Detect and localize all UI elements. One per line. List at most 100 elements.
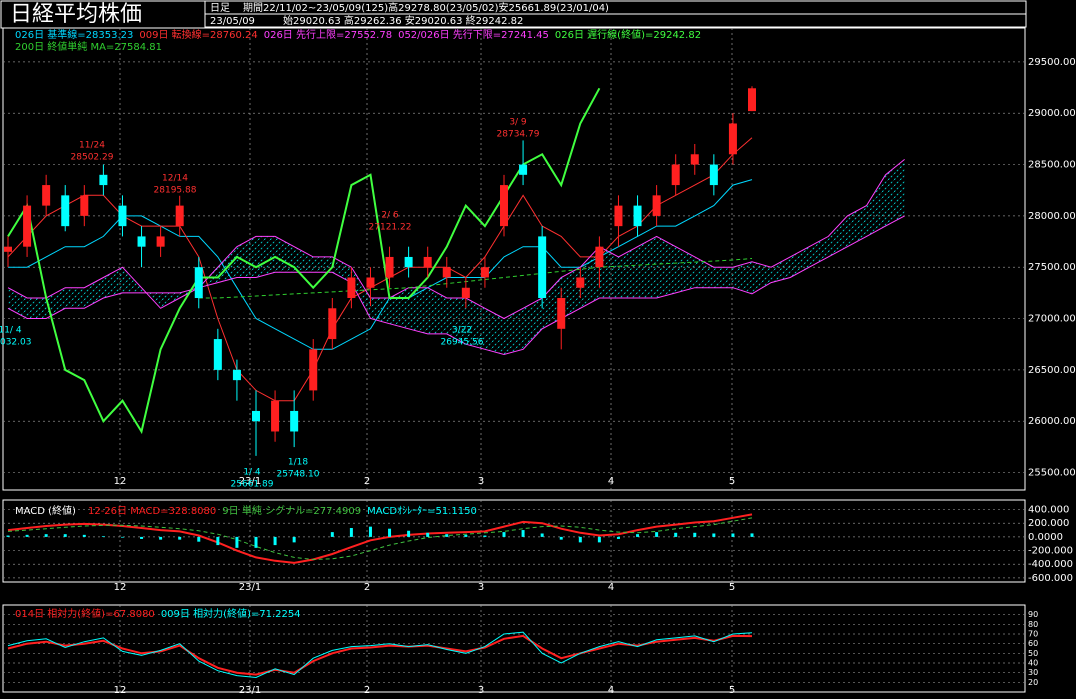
histogram-bar	[330, 532, 334, 537]
legend-entry: 12-26日 MACD=328.8080	[88, 506, 216, 517]
histogram-bar	[235, 536, 239, 548]
x-tick-label: 23/1	[239, 476, 261, 487]
candle-body	[423, 256, 432, 268]
x-tick-label: 5	[729, 685, 735, 696]
candle-body	[328, 308, 337, 340]
histogram-bar	[292, 536, 296, 543]
histogram-bar	[159, 536, 163, 540]
x-tick-label: 3	[478, 476, 484, 487]
period: 期間22/11/02~23/05/09(125)高29278.80(23/05/…	[243, 1, 609, 14]
histogram-bar	[197, 536, 201, 542]
candle-body	[576, 277, 585, 288]
candle-body	[709, 164, 718, 186]
y-tick-label: 70	[1028, 630, 1038, 639]
histogram-bar	[426, 532, 430, 537]
candle-body	[271, 400, 280, 432]
x-tick-label: 3	[478, 582, 484, 593]
legend-entry: MACDｵｼﾚｰﾀｰ=51.1150	[367, 505, 477, 517]
series-line	[7, 159, 905, 320]
series-line	[7, 137, 753, 402]
histogram-bar	[616, 536, 620, 539]
annotation-value: 28502.29	[71, 153, 114, 163]
y-tick-label: 50	[1028, 649, 1038, 658]
histogram-bar	[44, 534, 48, 537]
annotation-date: 3/ 9	[509, 118, 527, 128]
annotation-date: 3/22	[452, 326, 472, 336]
legend-entry: 026日 先行上限=27552.78	[264, 28, 392, 41]
candle-body	[480, 267, 489, 278]
x-tick-label: 12	[114, 685, 127, 696]
candle-body	[4, 246, 12, 252]
title-box	[0, 0, 206, 29]
legend-entry: 200日 終値単純 MA=27584.81	[15, 40, 162, 53]
panel-frame	[2, 27, 1026, 491]
candle-body	[347, 277, 356, 299]
candle-body	[404, 256, 413, 268]
histogram-bar	[368, 526, 372, 537]
candle-body	[61, 195, 70, 227]
period-label: 日足	[210, 2, 230, 14]
histogram-bar	[464, 534, 468, 537]
annotation-date: 11/ 4	[0, 326, 22, 336]
series-line	[198, 258, 753, 299]
y-tick-label: 80	[1028, 620, 1038, 629]
panel-frame	[2, 499, 1026, 583]
y-tick-label: -400.000	[1028, 559, 1073, 570]
annotation-value: 27121.22	[369, 223, 412, 233]
candle-body	[99, 174, 108, 186]
histogram-bar	[578, 536, 582, 543]
annotation-value: 26945.56	[441, 338, 484, 348]
histogram-bar	[521, 530, 525, 537]
histogram-bar	[540, 533, 544, 537]
histogram-bar	[178, 536, 182, 540]
y-tick-label: 60	[1028, 639, 1038, 648]
histogram-bar	[502, 532, 506, 537]
legend-entry: 9日 単純 シグナル=277.4909	[222, 504, 361, 517]
x-tick-label: 3	[478, 685, 484, 696]
annotation-value: 25748.10	[277, 470, 320, 480]
histogram-bar	[6, 535, 10, 537]
candle-body	[671, 164, 680, 186]
x-tick-label: 4	[608, 685, 614, 696]
histogram-bar	[63, 534, 67, 537]
annotation-date: 12/14	[162, 174, 188, 184]
y-tick-label: 400.000	[1028, 505, 1069, 516]
histogram-bar	[216, 536, 220, 546]
annotation-value: 27032.03	[0, 338, 31, 348]
header-row	[204, 13, 1027, 28]
histogram-bar	[349, 528, 353, 537]
histogram-bar	[388, 528, 392, 537]
candle-body	[519, 164, 528, 175]
x-tick-label: 23/1	[239, 582, 261, 593]
y-tick-label: 26500.00	[1028, 365, 1076, 376]
histogram-bar	[712, 533, 716, 537]
candle-body	[538, 236, 547, 299]
candle-body	[366, 277, 375, 288]
histogram-bar	[445, 534, 449, 537]
y-tick-label: 20	[1028, 678, 1038, 687]
title: 日経平均株価	[10, 2, 142, 27]
histogram-bar	[101, 536, 105, 537]
y-tick-label: 28500.00	[1028, 160, 1076, 171]
histogram-bar	[120, 536, 124, 538]
histogram-bar	[483, 535, 487, 537]
candle-body	[652, 195, 661, 216]
x-tick-label: 2	[364, 476, 370, 487]
x-tick-label: 5	[729, 582, 735, 593]
candle-body	[614, 205, 623, 227]
candle-body	[442, 267, 451, 278]
histogram-bar	[750, 533, 754, 537]
histogram-bar	[273, 536, 277, 546]
y-tick-label: 28000.00	[1028, 211, 1076, 222]
series-line	[7, 634, 753, 676]
candle-body	[557, 298, 566, 329]
panel-title: MACD (終値)	[15, 504, 76, 517]
ohlc: 始29020.63 高29262.36 安29020.63 終29242.82	[283, 14, 523, 27]
x-tick-label: 4	[608, 476, 614, 487]
series-line	[7, 215, 905, 356]
annotation-date: 2/ 6	[381, 211, 399, 221]
y-tick-label: 200.000	[1028, 518, 1069, 529]
y-tick-label: 30	[1028, 668, 1038, 677]
y-tick-label: 27500.00	[1028, 262, 1076, 273]
annotation-value: 25661.89	[231, 480, 274, 490]
